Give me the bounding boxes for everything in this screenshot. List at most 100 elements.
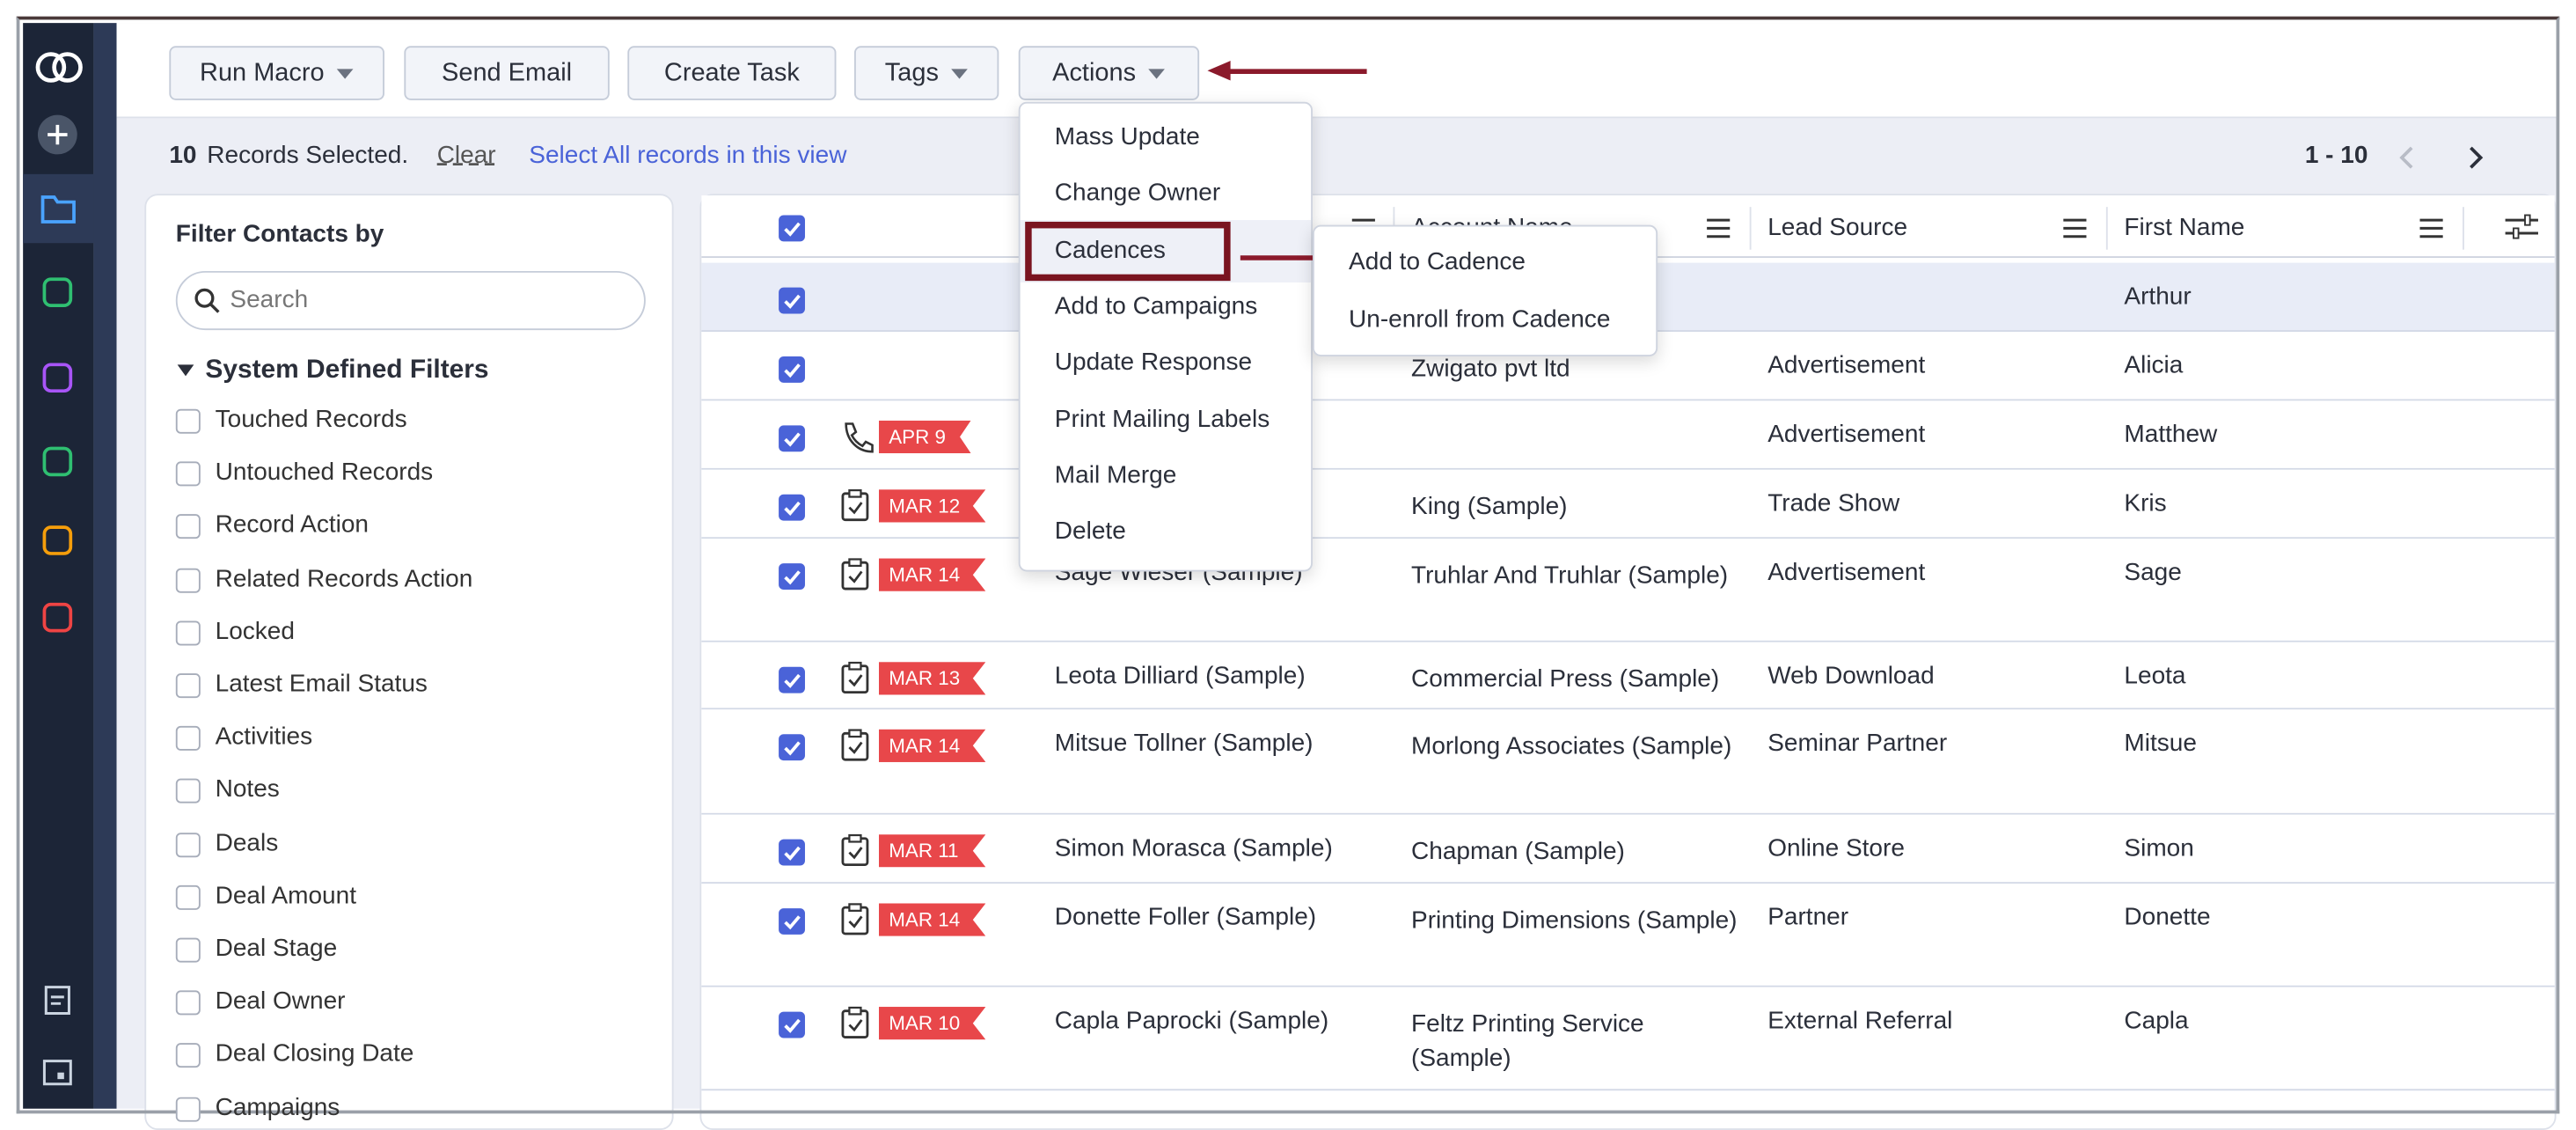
menu-item[interactable]: Cadences bbox=[1054, 235, 1166, 264]
menu-item[interactable]: Delete bbox=[1054, 517, 1126, 546]
table-row[interactable] bbox=[701, 469, 2555, 539]
task-icon bbox=[841, 833, 869, 867]
menu-item[interactable]: Mail Merge bbox=[1054, 461, 1177, 489]
checkbox[interactable] bbox=[779, 908, 805, 935]
filter-checkbox[interactable] bbox=[175, 937, 201, 963]
filter-checkbox[interactable] bbox=[175, 461, 201, 487]
table-row[interactable] bbox=[701, 539, 2555, 642]
filter-checkbox[interactable] bbox=[175, 1043, 201, 1068]
checkbox[interactable] bbox=[779, 287, 805, 314]
filter-label: Notes bbox=[215, 775, 280, 804]
search-box[interactable] bbox=[175, 270, 646, 331]
clear-link[interactable]: Clear bbox=[436, 141, 496, 170]
due-tag: MAR 11 bbox=[879, 834, 986, 868]
filter-checkbox[interactable] bbox=[175, 1096, 201, 1121]
task-icon bbox=[841, 558, 869, 591]
contact-name[interactable]: Leota Dilliard (Sample) bbox=[1054, 662, 1306, 690]
filter-checkbox[interactable] bbox=[175, 779, 201, 804]
filter-label: Deals bbox=[215, 828, 279, 857]
menu-item[interactable]: Mass Update bbox=[1054, 122, 1200, 151]
filter-label: Record Action bbox=[215, 511, 370, 539]
filter-checkbox[interactable] bbox=[175, 567, 201, 592]
filter-checkbox[interactable] bbox=[175, 990, 201, 1016]
column-menu-icon bbox=[1707, 218, 1731, 238]
checkbox[interactable] bbox=[779, 215, 805, 242]
annotation-arrow bbox=[1207, 61, 1367, 81]
sidebar-strip bbox=[93, 23, 117, 1109]
task-icon bbox=[841, 488, 869, 522]
select-all-link[interactable]: Select All records in this view bbox=[529, 141, 847, 170]
table-row[interactable] bbox=[701, 400, 2555, 470]
checkbox[interactable] bbox=[779, 494, 805, 521]
table-row[interactable] bbox=[701, 987, 2555, 1091]
menu-item[interactable]: Print Mailing Labels bbox=[1054, 405, 1270, 433]
filter-checkbox[interactable] bbox=[175, 673, 201, 699]
checkbox[interactable] bbox=[779, 666, 805, 693]
sidebar-icon bbox=[42, 1060, 72, 1086]
table-row[interactable] bbox=[701, 884, 2555, 987]
checkbox[interactable] bbox=[779, 839, 805, 866]
checkbox[interactable] bbox=[779, 425, 805, 452]
first-name: Kris bbox=[2124, 489, 2167, 517]
account-name: Chapman (Sample) bbox=[1411, 837, 1625, 866]
filter-title: Filter Contacts by bbox=[175, 220, 384, 248]
filter-checkbox[interactable] bbox=[175, 884, 201, 910]
checkbox[interactable] bbox=[779, 563, 805, 591]
toolbar-button[interactable]: Create Task bbox=[627, 46, 837, 100]
caret bbox=[951, 68, 969, 78]
section-caret bbox=[177, 364, 194, 377]
caret bbox=[337, 68, 355, 78]
button-label: Run Macro bbox=[200, 58, 325, 86]
toolbar-button[interactable]: Run Macro bbox=[169, 46, 384, 100]
due-tag: MAR 13 bbox=[879, 662, 986, 695]
checkbox[interactable] bbox=[779, 734, 805, 761]
first-name: Alicia bbox=[2124, 351, 2184, 380]
checkbox[interactable] bbox=[779, 1011, 805, 1038]
caret bbox=[1149, 68, 1166, 78]
filter-checkbox[interactable] bbox=[175, 514, 201, 539]
toolbar-button[interactable]: Tags bbox=[853, 46, 999, 100]
filter-checkbox[interactable] bbox=[175, 832, 201, 857]
filter-checkbox[interactable] bbox=[175, 726, 201, 752]
menu-item[interactable]: Add to Campaigns bbox=[1054, 291, 1258, 320]
contact-name[interactable]: Donette Foller (Sample) bbox=[1054, 903, 1317, 932]
column-divider bbox=[2105, 207, 2108, 250]
filter-panel bbox=[144, 194, 674, 1130]
table-row[interactable] bbox=[701, 642, 2555, 710]
filter-section: System Defined Filters bbox=[205, 356, 489, 385]
due-tag: MAR 14 bbox=[879, 903, 986, 936]
filter-label: Deal Owner bbox=[215, 987, 346, 1016]
contact-name[interactable]: Mitsue Tollner (Sample) bbox=[1054, 729, 1314, 758]
actions-menu bbox=[1018, 101, 1313, 572]
table-row[interactable] bbox=[701, 709, 2555, 815]
column-menu-icon bbox=[2419, 218, 2443, 238]
sidebar-icon bbox=[42, 602, 73, 633]
table-row[interactable] bbox=[701, 814, 2555, 884]
sidebar-icon bbox=[42, 446, 73, 477]
due-tag: MAR 10 bbox=[879, 1007, 986, 1040]
toolbar-button[interactable]: Send Email bbox=[404, 46, 610, 100]
button-label: Actions bbox=[1052, 58, 1137, 86]
menu-item[interactable]: Update Response bbox=[1054, 349, 1253, 377]
toolbar-button[interactable]: Actions bbox=[1018, 46, 1200, 100]
lead-source: Advertisement bbox=[1767, 351, 1926, 380]
filter-checkbox[interactable] bbox=[175, 620, 201, 646]
checkbox[interactable] bbox=[779, 356, 805, 383]
contact-name[interactable]: Simon Morasca (Sample) bbox=[1054, 834, 1333, 862]
account-name: Feltz Printing Service (Sample) bbox=[1411, 1009, 1644, 1073]
submenu-item[interactable]: Add to Cadence bbox=[1349, 247, 1526, 276]
button-label: Tags bbox=[884, 58, 939, 86]
contact-name[interactable]: Capla Paprocki (Sample) bbox=[1054, 1007, 1329, 1035]
menu-item[interactable]: Change Owner bbox=[1054, 179, 1221, 208]
app-logo bbox=[35, 52, 83, 83]
submenu-item[interactable]: Un-enroll from Cadence bbox=[1349, 305, 1611, 333]
column-header: Lead Source bbox=[1767, 213, 1908, 242]
lead-source: Advertisement bbox=[1767, 558, 1926, 587]
first-name: Capla bbox=[2124, 1007, 2189, 1035]
pagination: 1 - 10 bbox=[2304, 141, 2368, 170]
sidebar-active bbox=[23, 173, 94, 244]
filter-checkbox[interactable] bbox=[175, 408, 201, 434]
first-name: Arthur bbox=[2124, 282, 2192, 311]
filter-label: Locked bbox=[215, 617, 295, 646]
